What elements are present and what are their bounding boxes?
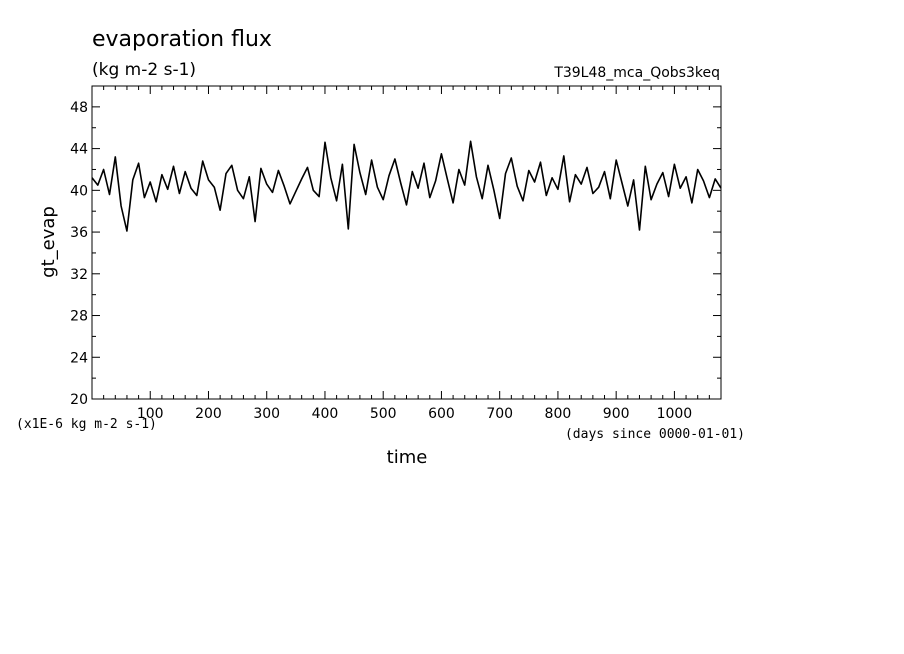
y-tick-label: 32 [70, 267, 88, 283]
x-tick-label: 200 [195, 406, 222, 422]
x-tick-label: 400 [312, 406, 339, 422]
chart-subtitle: (kg m-2 s-1) [92, 60, 196, 80]
y-tick-label: 24 [70, 350, 88, 366]
x-tick-label: 600 [428, 406, 455, 422]
y-tick-label: 28 [70, 309, 88, 325]
x-tick-labels: 100 200 300 400 500 600 700 800 900 1000 [137, 406, 692, 422]
series-line [91, 140, 722, 232]
y-tick-label: 20 [70, 392, 88, 408]
series-group [91, 140, 722, 232]
axis-ticks [91, 85, 722, 400]
y-tick-labels: 20 24 28 32 36 40 44 48 [70, 100, 88, 408]
plot-border [91, 85, 722, 400]
y-tick-label: 40 [70, 183, 88, 199]
x-tick-label: 100 [137, 406, 164, 422]
y-units-label: (x1E-6 kg m-2 s-1) [16, 417, 157, 432]
x-tick-label: 700 [486, 406, 513, 422]
x-axis-label: time [387, 447, 428, 468]
x-tick-label: 300 [253, 406, 280, 422]
x-tick-label: 800 [545, 406, 572, 422]
plot-frame [91, 85, 722, 400]
x-tick-label: 900 [603, 406, 630, 422]
x-tick-label: 1000 [657, 406, 693, 422]
x-tick-label: 500 [370, 406, 397, 422]
y-tick-label: 36 [70, 225, 88, 241]
y-tick-label: 48 [70, 100, 88, 116]
y-tick-label: 44 [70, 142, 88, 158]
experiment-name: T39L48_mca_Qobs3keq [553, 65, 720, 81]
y-axis-label: gt_evap [38, 206, 59, 278]
chart-title: evaporation flux [92, 27, 272, 52]
x-units-label: (days since 0000-01-01) [565, 427, 745, 442]
